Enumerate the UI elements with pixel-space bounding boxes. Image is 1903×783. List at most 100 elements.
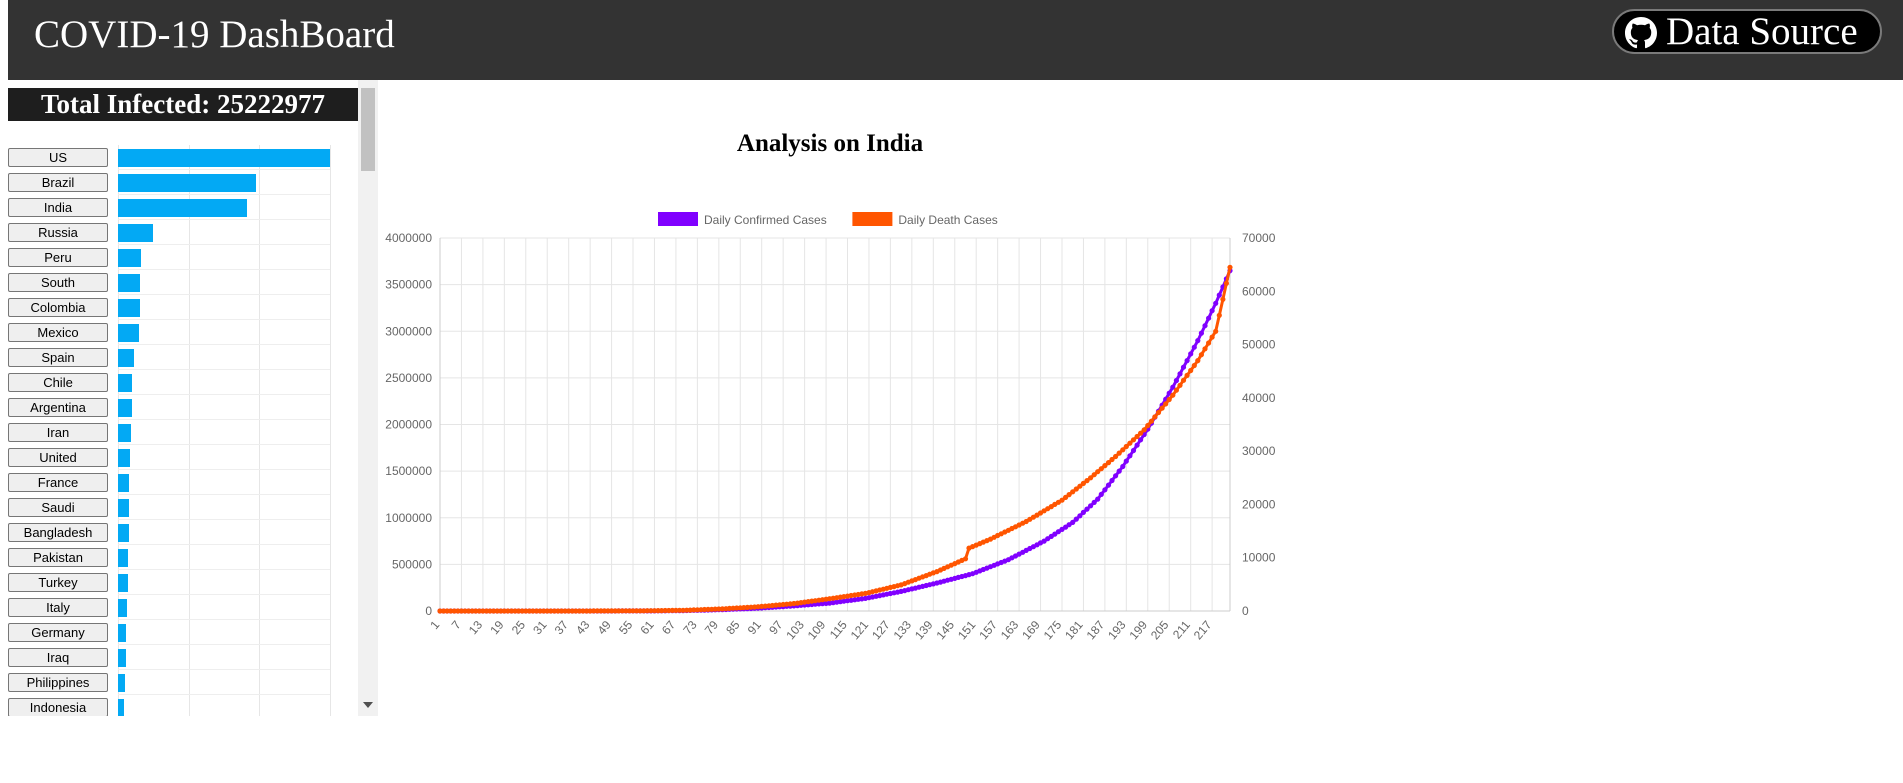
data-point-1 (537, 608, 543, 614)
data-point-1 (634, 608, 640, 614)
country-row: Iran (8, 420, 338, 445)
data-point-0 (1116, 468, 1122, 474)
row-divider (118, 694, 330, 695)
country-bar (118, 599, 127, 617)
data-point-0 (1084, 506, 1090, 512)
data-point-0 (1173, 377, 1179, 384)
data-point-1 (1084, 478, 1090, 484)
country-row: Colombia (8, 295, 338, 320)
country-button[interactable]: Peru (8, 248, 108, 267)
country-button[interactable]: Mexico (8, 323, 108, 342)
country-button[interactable]: Argentina (8, 398, 108, 417)
country-sidebar[interactable]: Total Infected: 25222977 US Brazil India Ru… (8, 80, 378, 716)
data-point-1 (1155, 409, 1162, 416)
country-bar (118, 699, 124, 716)
x-tick-label: 181 (1062, 618, 1086, 643)
x-tick-label: 19 (487, 618, 507, 637)
y-left-tick-label: 1500000 (385, 464, 432, 478)
data-point-1 (1138, 430, 1144, 436)
country-row: Turkey (8, 570, 338, 595)
country-button[interactable]: Colombia (8, 298, 108, 317)
country-button[interactable]: Turkey (8, 573, 108, 592)
data-point-1 (530, 608, 536, 614)
data-point-1 (562, 608, 568, 614)
x-tick-label: 139 (912, 618, 936, 643)
y-left-tick-label: 500000 (392, 557, 432, 571)
legend-label-1: Daily Death Cases (898, 213, 997, 227)
country-button[interactable]: Italy (8, 598, 108, 617)
data-point-1 (594, 608, 600, 614)
data-point-1 (501, 608, 507, 614)
x-tick-label: 97 (766, 618, 786, 637)
data-point-0 (1170, 384, 1176, 390)
y-right-tick-label: 50000 (1242, 338, 1276, 352)
row-divider (118, 169, 330, 170)
country-button[interactable]: Brazil (8, 173, 108, 192)
row-divider (118, 519, 330, 520)
country-button[interactable]: Iran (8, 423, 108, 442)
x-tick-label: 121 (848, 618, 872, 643)
data-point-1 (462, 608, 468, 614)
country-button[interactable]: France (8, 473, 108, 492)
data-point-1 (558, 608, 565, 614)
country-button[interactable]: Iraq (8, 648, 108, 667)
x-tick-label: 85 (723, 618, 743, 637)
y-left-tick-label: 2000000 (385, 418, 432, 432)
y-left-tick-label: 3000000 (385, 324, 432, 338)
country-button[interactable]: India (8, 198, 108, 217)
row-divider (118, 369, 330, 370)
data-point-0 (1120, 463, 1126, 470)
country-button[interactable]: Spain (8, 348, 108, 367)
country-button[interactable]: Pakistan (8, 548, 108, 567)
github-icon (1625, 17, 1657, 49)
country-bar (118, 299, 140, 317)
data-point-1 (544, 608, 550, 614)
x-tick-label: 109 (805, 618, 829, 643)
row-divider (118, 244, 330, 245)
country-button[interactable]: Germany (8, 623, 108, 642)
country-row: United (8, 445, 338, 470)
row-divider (118, 469, 330, 470)
data-point-1 (533, 608, 540, 614)
row-divider (118, 569, 330, 570)
data-point-1 (1173, 387, 1179, 393)
data-point-1 (1130, 437, 1137, 443)
row-divider (118, 319, 330, 320)
country-row: Peru (8, 245, 338, 270)
data-point-1 (630, 608, 636, 614)
data-point-0 (1091, 499, 1097, 505)
country-button[interactable]: Russia (8, 223, 108, 242)
y-left-tick-label: 0 (425, 604, 432, 618)
country-button[interactable]: Indonesia (8, 698, 108, 716)
data-point-1 (1059, 497, 1065, 503)
country-button[interactable]: Chile (8, 373, 108, 392)
y-left-tick-label: 3500000 (385, 278, 432, 292)
country-button[interactable]: South (8, 273, 108, 292)
country-row: Mexico (8, 320, 338, 345)
country-button[interactable]: Philippines (8, 673, 108, 692)
x-tick-label: 199 (1126, 618, 1150, 643)
x-tick-label: 13 (466, 618, 486, 637)
sidebar-scrollbar[interactable] (358, 80, 378, 716)
data-point-0 (1113, 473, 1119, 479)
data-point-1 (962, 556, 969, 562)
country-bar (118, 499, 129, 517)
scroll-down-arrow-icon[interactable] (363, 702, 373, 708)
data-point-1 (466, 608, 472, 614)
country-button[interactable]: US (8, 148, 108, 167)
country-button[interactable]: United (8, 448, 108, 467)
country-button[interactable]: Saudi (8, 498, 108, 517)
scrollbar-thumb[interactable] (361, 88, 375, 171)
data-source-button[interactable]: Data Source (1612, 9, 1882, 54)
chart-title: Analysis on India (736, 130, 924, 157)
x-tick-label: 43 (573, 618, 593, 637)
country-row: Iraq (8, 645, 338, 670)
grid-line (330, 145, 331, 716)
y-right-tick-label: 0 (1242, 604, 1249, 618)
row-divider (118, 419, 330, 420)
data-point-0 (1077, 513, 1083, 519)
country-button[interactable]: Bangladesh (8, 523, 108, 542)
data-point-1 (1209, 334, 1215, 340)
data-point-0 (1123, 458, 1129, 464)
data-point-0 (1130, 447, 1137, 454)
